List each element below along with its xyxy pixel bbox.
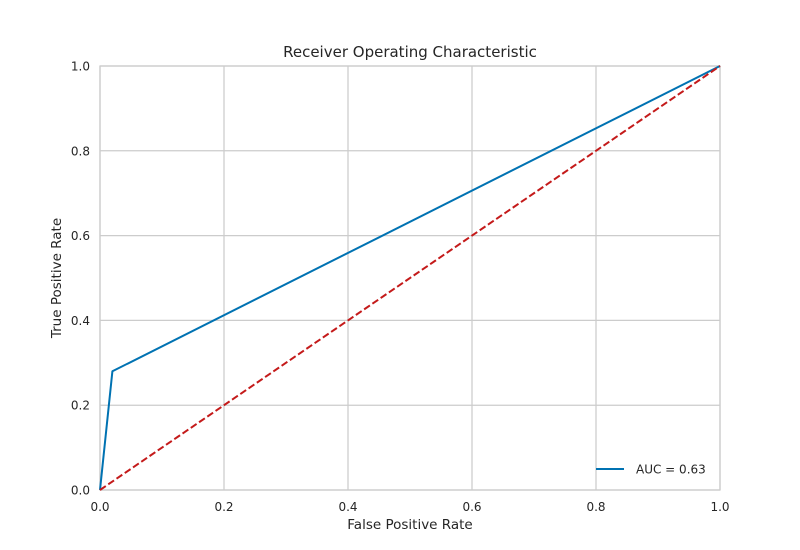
series-layer (99, 65, 721, 491)
y-tick-label: 0.0 (71, 484, 90, 498)
legend: AUC = 0.63 (596, 463, 706, 477)
grid (99, 65, 721, 491)
y-tick-label: 0.6 (71, 229, 90, 243)
x-axis-label: False Positive Rate (347, 517, 472, 533)
roc-curve-line (99, 65, 721, 491)
y-tick-label: 0.8 (71, 144, 90, 158)
x-tick-label: 0.0 (90, 500, 109, 514)
y-axis-ticks: 0.0 0.2 0.4 0.6 0.8 1.0 (71, 60, 90, 498)
y-tick-label: 0.2 (71, 399, 90, 413)
x-tick-label: 0.8 (586, 500, 605, 514)
chance-diagonal-line (99, 65, 721, 491)
x-tick-label: 1.0 (710, 500, 729, 514)
chart-title: Receiver Operating Characteristic (283, 43, 537, 61)
plot-area-frame (99, 65, 721, 491)
y-axis-label: True Positive Rate (49, 218, 65, 339)
x-axis-ticks: 0.0 0.2 0.4 0.6 0.8 1.0 (90, 500, 729, 514)
y-tick-label: 0.4 (71, 314, 90, 328)
x-tick-label: 0.4 (338, 500, 357, 514)
x-tick-label: 0.2 (214, 500, 233, 514)
x-tick-label: 0.6 (462, 500, 481, 514)
legend-label: AUC = 0.63 (636, 463, 706, 477)
y-tick-label: 1.0 (71, 60, 90, 74)
